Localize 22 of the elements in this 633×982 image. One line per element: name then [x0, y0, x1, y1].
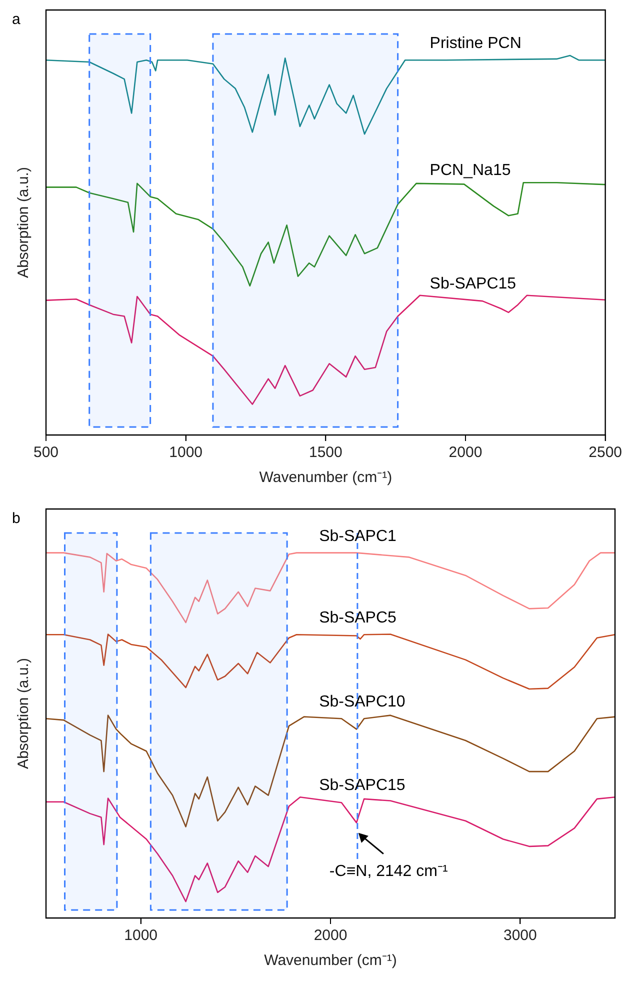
x-axis-title: Wavenumber (cm⁻¹): [259, 469, 392, 486]
x-tick-label: 2000: [314, 927, 348, 944]
x-tick-label: 2500: [588, 444, 622, 462]
x-tick-label: 1000: [124, 927, 158, 944]
series-label: PCN_Na15: [430, 162, 511, 180]
series-label: Sb-SAPC5: [319, 610, 397, 627]
x-tick-label: 2000: [448, 444, 482, 462]
y-axis-title: Absorption (a.u.): [15, 167, 32, 278]
x-tick-label: 500: [33, 444, 59, 462]
x-tick-label: 1500: [308, 444, 342, 462]
x-tick-label: 3000: [503, 927, 537, 944]
y-axis-title: Absorption (a.u.): [15, 658, 32, 769]
series-label: Sb-SAPC15: [430, 275, 516, 292]
chart-title: b: [12, 510, 20, 527]
x-axis-title: Wavenumber (cm⁻¹): [264, 952, 397, 970]
chart-title: a: [12, 11, 21, 28]
series-label: Pristine PCN: [430, 35, 522, 52]
series-label: Sb-SAPC15: [319, 776, 406, 794]
series-label: Sb-SAPC10: [319, 694, 406, 711]
x-tick-label: 1000: [169, 444, 203, 462]
series-label: Sb-SAPC1: [319, 528, 397, 545]
annotation: -C≡N, 2142 cm⁻¹: [329, 862, 448, 880]
